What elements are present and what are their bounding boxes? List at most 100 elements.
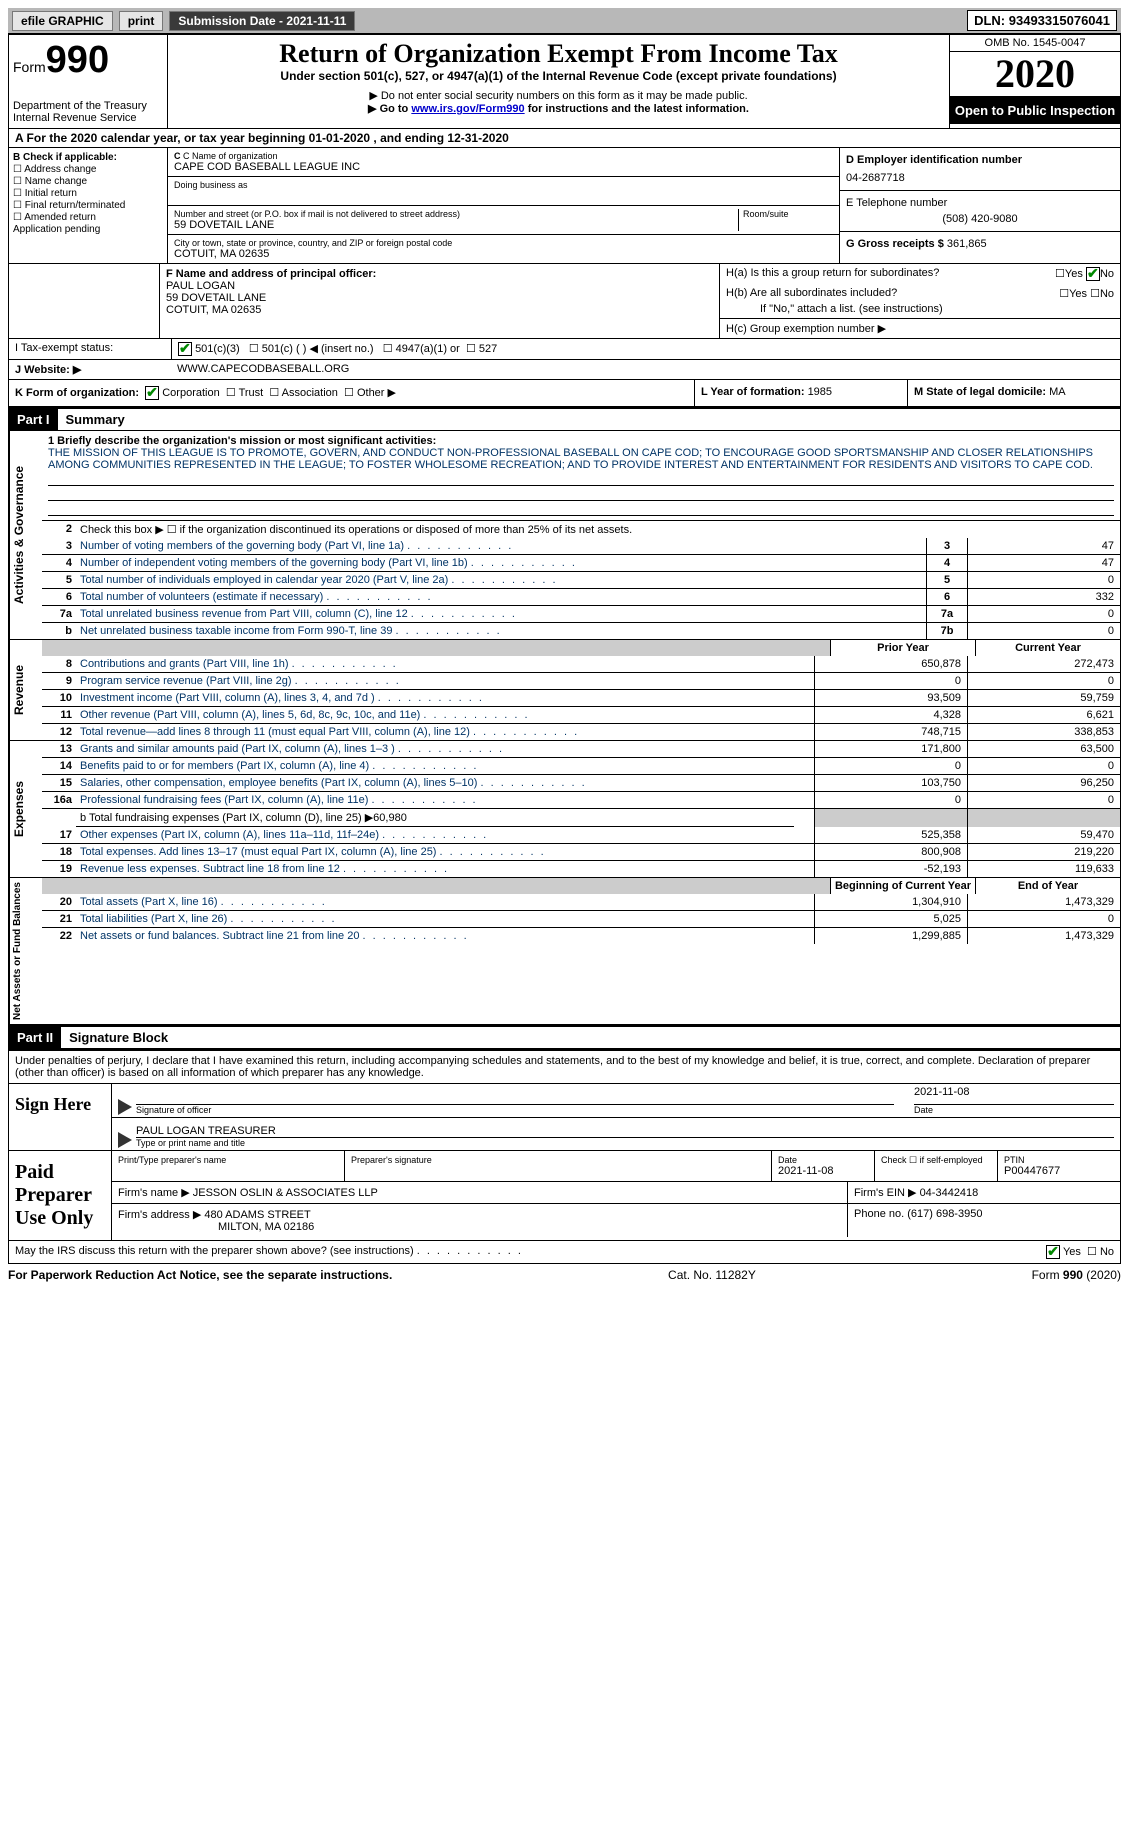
part2-header: Part II Signature Block (8, 1025, 1121, 1049)
box-b: B Check if applicable: ☐ Address change … (9, 148, 168, 263)
prep-name-label: Print/Type preparer's name (118, 1155, 338, 1165)
mission-text: THE MISSION OF THIS LEAGUE IS TO PROMOTE… (48, 447, 1093, 471)
domicile-val: MA (1049, 386, 1066, 398)
table-row: 19Revenue less expenses. Subtract line 1… (42, 860, 1120, 877)
hb-yes: Yes (1069, 288, 1087, 300)
page-footer: For Paperwork Reduction Act Notice, see … (8, 1264, 1121, 1286)
table-row: 9Program service revenue (Part VIII, lin… (42, 672, 1120, 689)
tax-status-label: I Tax-exempt status: (9, 339, 172, 359)
period-row: A For the 2020 calendar year, or tax yea… (8, 129, 1121, 148)
opt-initial-return: Initial return (25, 188, 77, 199)
org-address: 59 DOVETAIL LANE (174, 219, 738, 231)
officer-addr1: 59 DOVETAIL LANE (166, 292, 266, 304)
mission-block: 1 Briefly describe the organization's mi… (42, 431, 1120, 520)
dba-label: Doing business as (174, 180, 833, 190)
firm-phone: (617) 698-3950 (907, 1208, 982, 1220)
sig-officer-label: Signature of officer (136, 1105, 894, 1115)
table-row: 18Total expenses. Add lines 13–17 (must … (42, 843, 1120, 860)
tab-revenue: Revenue (9, 640, 42, 740)
firm-name: JESSON OSLIN & ASSOCIATES LLP (193, 1187, 378, 1199)
hb-note: If "No," attach a list. (see instruction… (720, 303, 1120, 318)
note2-post: for instructions and the latest informat… (525, 103, 749, 115)
hc-label: H(c) Group exemption number ▶ (720, 318, 1120, 338)
form-header: Form990 Department of the Treasury Inter… (8, 33, 1121, 129)
table-row: 6Total number of volunteers (estimate if… (42, 588, 1120, 605)
col-prior: Prior Year (830, 640, 975, 656)
table-row: 14Benefits paid to or for members (Part … (42, 757, 1120, 774)
box-f: F Name and address of principal officer:… (160, 264, 719, 338)
table-row: 15Salaries, other compensation, employee… (42, 774, 1120, 791)
part1-label: Part I (9, 409, 58, 430)
discuss-yes-check (1046, 1245, 1060, 1259)
form-word: Form (13, 59, 46, 75)
phone-value: (508) 420-9080 (846, 213, 1114, 225)
name-label: C Name of organization (183, 151, 278, 161)
prep-date-label: Date (778, 1155, 797, 1165)
submission-date-badge: Submission Date - 2021-11-11 (169, 11, 355, 31)
box-b-label: B Check if applicable: (13, 152, 117, 163)
ptin-label: PTIN (1004, 1155, 1114, 1165)
efile-button[interactable]: efile GRAPHIC (12, 11, 113, 31)
tab-expenses: Expenses (9, 741, 42, 877)
note-ssn: ▶ Do not enter social security numbers o… (172, 89, 945, 102)
row-klm: K Form of organization: Corporation ☐ Tr… (8, 380, 1121, 407)
instructions-link[interactable]: www.irs.gov/Form990 (411, 103, 524, 115)
officer-name: PAUL LOGAN (166, 280, 235, 292)
table-row: 17Other expenses (Part IX, column (A), l… (42, 827, 1120, 843)
addr-label: Number and street (or P.O. box if mail i… (174, 209, 738, 219)
submission-label: Submission Date - (178, 14, 286, 28)
table-row: 21Total liabilities (Part X, line 26) 5,… (42, 910, 1120, 927)
opt-amended: Amended return (24, 212, 96, 223)
firm-ein: 04-3442418 (920, 1187, 979, 1199)
officer-label: F Name and address of principal officer: (166, 268, 376, 280)
table-row: bNet unrelated business taxable income f… (42, 622, 1120, 639)
pra-notice: For Paperwork Reduction Act Notice, see … (8, 1268, 392, 1282)
box-deg: D Employer identification number 04-2687… (839, 148, 1120, 263)
opt-name-change: Name change (25, 176, 87, 187)
table-row: 11Other revenue (Part VIII, column (A), … (42, 706, 1120, 723)
org-name: CAPE COD BASEBALL LEAGUE INC (174, 161, 833, 173)
sig-date: 2021-11-08 (914, 1086, 1114, 1105)
table-row: 4Number of independent voting members of… (42, 554, 1120, 571)
sign-here-row: Sign Here Signature of officer 2021-11-0… (9, 1083, 1120, 1150)
signature-block: Under penalties of perjury, I declare th… (8, 1049, 1121, 1264)
opt-app-pending: Application pending (13, 224, 100, 235)
year-formation: 1985 (808, 386, 832, 398)
officer-print-name: PAUL LOGAN TREASURER (136, 1125, 1114, 1137)
table-row: 16aProfessional fundraising fees (Part I… (42, 791, 1120, 808)
firm-addr1: 480 ADAMS STREET (204, 1209, 310, 1221)
paid-prep-label: Paid Preparer Use Only (9, 1151, 111, 1240)
revenue-section: Revenue Prior Year Current Year 8Contrib… (8, 640, 1121, 741)
row-ij: I Tax-exempt status: 501(c)(3) ☐ 501(c) … (8, 339, 1121, 360)
gross-label: G Gross receipts $ (846, 238, 947, 250)
dln-badge: DLN: 93493315076041 (967, 10, 1117, 31)
table-row: 22Net assets or fund balances. Subtract … (42, 927, 1120, 944)
box-h: H(a) Is this a group return for subordin… (719, 264, 1120, 338)
website-label: J Website: ▶ (15, 364, 81, 376)
table-row: 10Investment income (Part VIII, column (… (42, 689, 1120, 706)
net-assets-section: Net Assets or Fund Balances Beginning of… (8, 878, 1121, 1025)
print-button[interactable]: print (119, 11, 164, 31)
table-row: 5Total number of individuals employed in… (42, 571, 1120, 588)
irs-label: Internal Revenue Service (13, 112, 163, 124)
header-mid: Return of Organization Exempt From Incom… (168, 35, 949, 128)
discuss-no: No (1100, 1246, 1114, 1258)
cat-no: Cat. No. 11282Y (668, 1268, 756, 1282)
box-c: C C Name of organization CAPE COD BASEBA… (168, 148, 839, 263)
line16b: b Total fundraising expenses (Part IX, c… (76, 809, 794, 827)
form-subtitle: Under section 501(c), 527, or 4947(a)(1)… (172, 69, 945, 83)
opt-501c: 501(c) ( ) ◀ (insert no.) (262, 343, 374, 355)
table-row: 8Contributions and grants (Part VIII, li… (42, 656, 1120, 672)
dept-treasury: Department of the Treasury (13, 100, 163, 112)
omb-number: OMB No. 1545-0047 (950, 35, 1120, 52)
dln-label: DLN: (974, 13, 1009, 28)
city-label: City or town, state or province, country… (174, 238, 833, 248)
opt-address-change: Address change (24, 164, 96, 175)
domicile-label: M State of legal domicile: (914, 386, 1049, 398)
opt-assoc: Association (282, 387, 338, 399)
opt-corp: Corporation (162, 387, 219, 399)
form-ref: Form 990 (2020) (1032, 1268, 1121, 1282)
ein-label: D Employer identification number (846, 154, 1022, 166)
date-label: Date (914, 1105, 1114, 1115)
opt-4947: 4947(a)(1) or (396, 343, 460, 355)
